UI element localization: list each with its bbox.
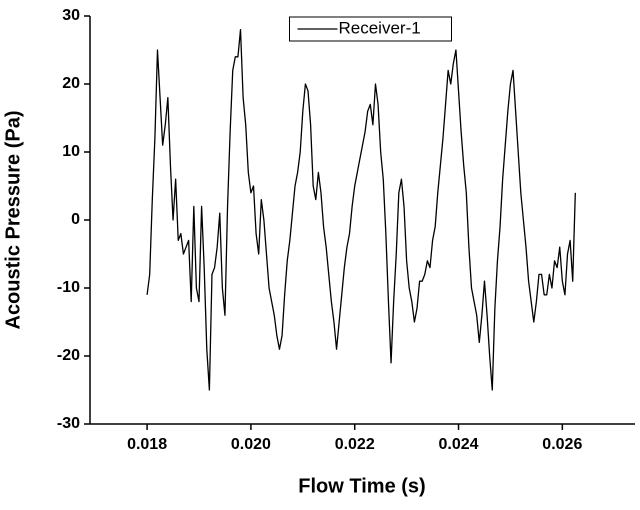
data-line [146, 28, 576, 391]
x-tick-label: 0.026 [542, 436, 582, 453]
x-tick-label: 0.018 [127, 436, 167, 453]
y-tick-label: -20 [57, 347, 80, 364]
y-tick-label: 20 [62, 75, 80, 92]
y-tick-label: 0 [71, 211, 80, 228]
legend-label: Receiver-1 [339, 18, 421, 37]
y-tick-label: 10 [62, 143, 80, 160]
y-tick-label: -30 [57, 415, 80, 432]
y-tick-label: -10 [57, 279, 80, 296]
y-axis-label: Acoustic Pressure (Pa) [2, 111, 24, 330]
y-tick-label: 30 [62, 7, 80, 24]
x-axis-label: Flow Time (s) [298, 475, 425, 497]
x-tick-label: 0.020 [231, 436, 271, 453]
x-tick-label: 0.024 [439, 436, 479, 453]
x-tick-label: 0.022 [335, 436, 375, 453]
